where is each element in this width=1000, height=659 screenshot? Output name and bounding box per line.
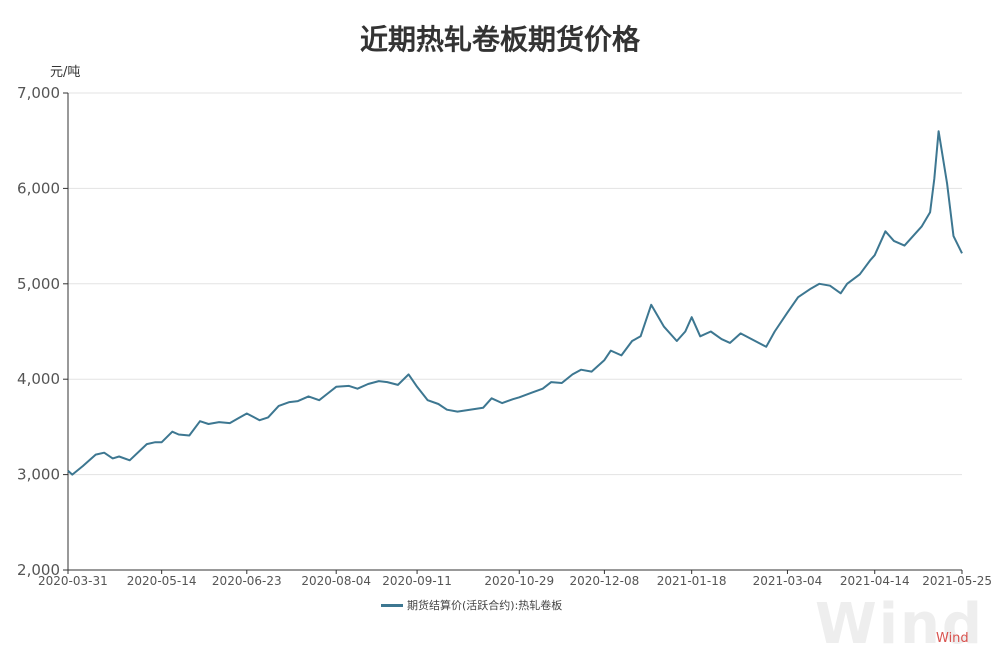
x-tick-label: 2021-04-14 (840, 574, 910, 588)
x-tick-label: 2021-03-04 (753, 574, 823, 588)
x-tick-label: 2021-01-18 (657, 574, 727, 588)
x-tick-label: 2021-05-25 (922, 574, 992, 588)
y-tick-label: 3,000 (17, 466, 60, 484)
y-tick-label: 6,000 (17, 179, 60, 197)
series-line (67, 130, 963, 476)
x-tick-label: 2020-03-31 (38, 574, 108, 588)
legend[interactable]: 期货结算价(活跃合约):热轧卷板 (381, 597, 562, 613)
watermark-logo: Wind (815, 592, 984, 657)
x-tick-label: 2020-06-23 (212, 574, 282, 588)
grid-lines (68, 92, 962, 476)
x-tick-label: 2020-09-11 (382, 574, 452, 588)
x-tick-label: 2020-08-04 (301, 574, 371, 588)
y-tick-label: 4,000 (17, 370, 60, 388)
legend-label: 期货结算价(活跃合约):热轧卷板 (407, 599, 563, 612)
watermark-text: Wind (936, 631, 969, 646)
axes (63, 92, 963, 574)
x-tick-label: 2020-10-29 (484, 574, 554, 588)
y-tick-label: 5,000 (17, 275, 60, 293)
x-tick-label: 2020-05-14 (127, 574, 197, 588)
legend-swatch (381, 603, 403, 607)
series-line-group (67, 130, 963, 476)
y-tick-labels: 2,000 3,000 4,000 5,000 6,000 7,000 (17, 84, 60, 579)
x-tick-labels: 2020-03-31 2020-05-14 2020-06-23 2020-08-04… (38, 574, 992, 588)
y-axis-unit-label: 元/吨 (50, 65, 80, 80)
chart-title: 近期热轧卷板期货价格 (359, 23, 640, 56)
y-tick-label: 7,000 (17, 84, 60, 102)
x-tick-label: 2020-12-08 (570, 574, 640, 588)
y-tick-label: 2,000 (17, 561, 60, 579)
